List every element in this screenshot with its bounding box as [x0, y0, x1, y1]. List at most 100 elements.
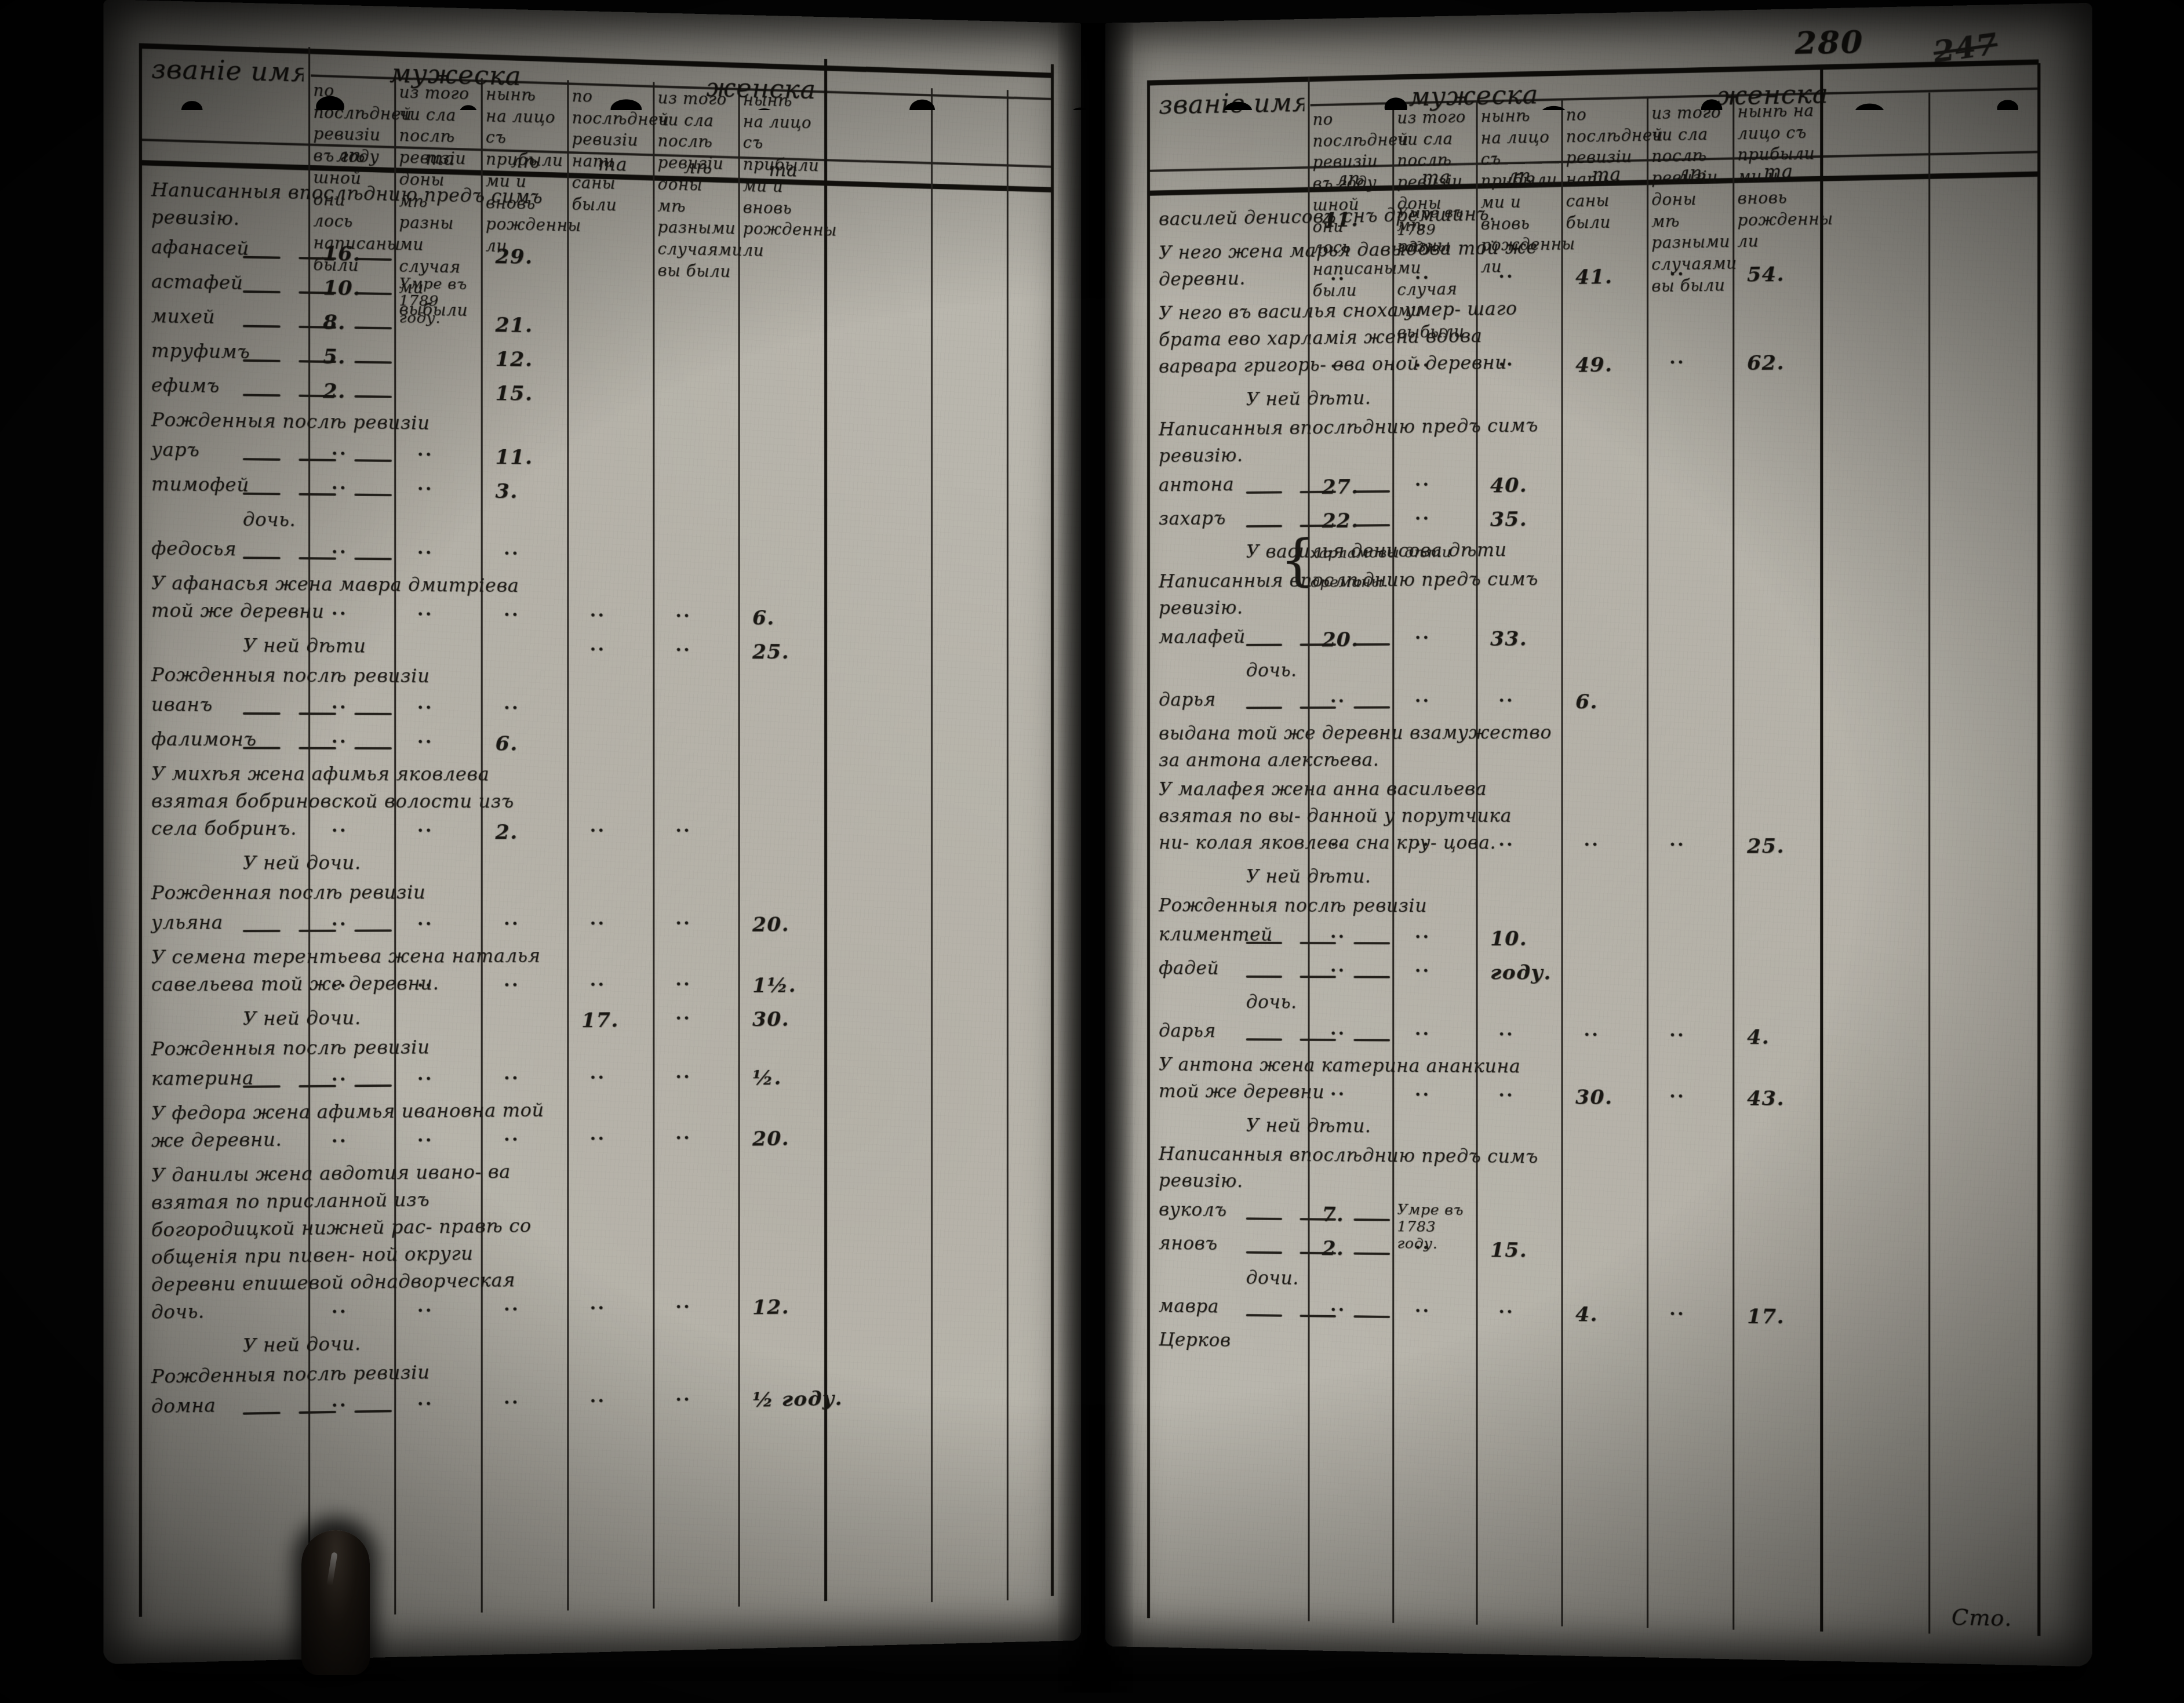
row-note-label: за антона алексѣева. [1159, 749, 1379, 771]
ditto-mark: ·· [331, 1301, 348, 1323]
cell-value: 25. [752, 640, 789, 664]
cell-value: 1½. [752, 974, 796, 998]
ditto-mark: ·· [1330, 926, 1346, 948]
row-section-label: ревизiю. [1159, 597, 1243, 619]
brace-note-top: харламовы дѣти [1310, 543, 1452, 562]
ditto-mark: ·· [1669, 1086, 1686, 1107]
cell-value: 2. [323, 379, 346, 403]
cell-value: 25. [1747, 835, 1785, 858]
ditto-mark: ·· [1669, 264, 1686, 285]
row-person-name: богородицкой нижней рас- правѣ со [151, 1215, 532, 1242]
leader-dash [242, 290, 281, 294]
right-unit-m2: та [1421, 166, 1451, 189]
ditto-mark: ·· [417, 1393, 434, 1415]
row-person-name: михей [151, 305, 215, 328]
ditto-mark: ·· [589, 820, 606, 842]
leader-dash [299, 712, 337, 715]
row-person-name: У данилы жена авдотия ивано- ва [151, 1161, 511, 1187]
ditto-mark: ·· [331, 1131, 348, 1152]
leader-dash [242, 359, 281, 362]
leader-dash [242, 394, 281, 397]
row-person-name: фадей [1159, 958, 1220, 979]
brace-note-bottom: дремины. [1310, 573, 1389, 591]
cell-value: 15. [495, 381, 533, 406]
cell-value: 30. [752, 1007, 789, 1032]
row-person-name: иванъ [151, 694, 213, 716]
ditto-mark: ·· [1414, 1024, 1431, 1045]
leader-dash [1246, 1251, 1283, 1254]
ditto-mark: ·· [1330, 1084, 1346, 1105]
ditto-mark: ·· [331, 820, 348, 842]
ditto-mark: ·· [675, 820, 691, 842]
ditto-mark: ·· [1330, 960, 1346, 981]
ditto-mark: ·· [331, 976, 348, 997]
left-page: званiе имяна му жеска и женска полу люде… [103, 0, 1081, 1665]
cell-value: 16. [323, 242, 361, 267]
ditto-mark: ·· [1330, 835, 1346, 856]
ditto-mark: ·· [675, 606, 691, 627]
ditto-mark: ·· [331, 914, 348, 935]
row-note-label: выдана той же деревни взамужество [1159, 722, 1552, 744]
row-section-label: У ней дочи. [242, 1333, 361, 1357]
ditto-mark: ·· [1414, 628, 1431, 649]
cell-value: 62. [1747, 351, 1785, 376]
row-person-name: У антона жена катерина ананкина [1159, 1054, 1521, 1078]
row-person-name: взятая по присланной изъ [151, 1189, 430, 1214]
leader-dash [1353, 976, 1391, 978]
row-person-name: той же деревни [151, 600, 325, 623]
ditto-mark: ·· [417, 820, 434, 842]
left-col-female-1-header: по послѣдней ревизiи напи саны были [572, 87, 669, 214]
page-number: 280 [1794, 24, 1864, 61]
right-page: 280 247 званiе имяна му жеска и женска п… [1105, 2, 2092, 1667]
leader-dash [354, 459, 392, 463]
ditto-mark: ·· [589, 639, 606, 660]
row-section-label: Рожденныя послѣ ревизiи [151, 1036, 430, 1060]
leader-dash [1353, 942, 1391, 945]
ditto-mark: ·· [675, 640, 691, 661]
right-unit-f1: та [1592, 163, 1621, 186]
ditto-mark: ·· [503, 975, 520, 996]
row-person-name: У малафея жена анна васильева [1159, 778, 1487, 800]
row-section-label: У ней дѣти. [1246, 387, 1371, 410]
row-person-name: дарья [1159, 689, 1216, 711]
ditto-mark: ·· [1498, 1024, 1515, 1045]
row-section-label: дочь. [1246, 991, 1297, 1013]
right-unit-f2: лѣ [1677, 162, 1707, 184]
ditto-mark: ·· [331, 1069, 348, 1090]
row-person-name: дочь. [151, 1301, 205, 1324]
cell-value: 20. [1322, 628, 1359, 652]
ditto-mark: ·· [1669, 352, 1686, 373]
ditto-mark: ·· [589, 1067, 606, 1089]
ditto-mark: ·· [1414, 835, 1431, 856]
open-book: званiе имяна му жеска и женска полу люде… [103, 0, 2092, 1693]
ditto-mark: ·· [589, 974, 606, 996]
row-person-name: уаръ [151, 439, 200, 461]
row-person-name: села бобринъ. [151, 818, 297, 840]
leader-dash [242, 929, 281, 933]
left-col-female-2-header: из того чи сла послѣ ревизiи доны мѣ раз… [657, 89, 743, 281]
leader-dash [1246, 1313, 1283, 1317]
ditto-mark: ·· [417, 1300, 434, 1322]
right-name-column-header: званiе имяна му жеска и женска полу люде… [1159, 88, 1305, 121]
cell-value: 33. [1490, 627, 1527, 651]
ditto-mark: ·· [1669, 835, 1686, 856]
ditto-mark: ·· [417, 444, 434, 465]
cell-value: 29. [495, 245, 533, 270]
ditto-mark: ·· [1669, 1304, 1686, 1325]
ditto-mark: ·· [675, 974, 691, 995]
row-section-label: ревизiю. [1159, 1170, 1243, 1192]
ditto-mark: ·· [589, 913, 606, 934]
ditto-mark: ·· [417, 479, 434, 500]
row-person-name: взятая по вы- данной у порутчика [1159, 805, 1512, 827]
row-person-name: тимофей [151, 474, 249, 496]
leader-dash [299, 557, 337, 560]
ditto-mark: ·· [331, 1395, 348, 1417]
cell-value: 20. [752, 913, 789, 937]
leader-dash [299, 1410, 337, 1414]
left-unit-f1: та [598, 154, 628, 176]
leader-dash [354, 1084, 392, 1087]
row-section-label: дочь. [1246, 660, 1297, 682]
leader-dash [1246, 643, 1283, 646]
cell-value: 41. [1322, 208, 1359, 232]
row-person-name: ульяна [151, 912, 223, 934]
